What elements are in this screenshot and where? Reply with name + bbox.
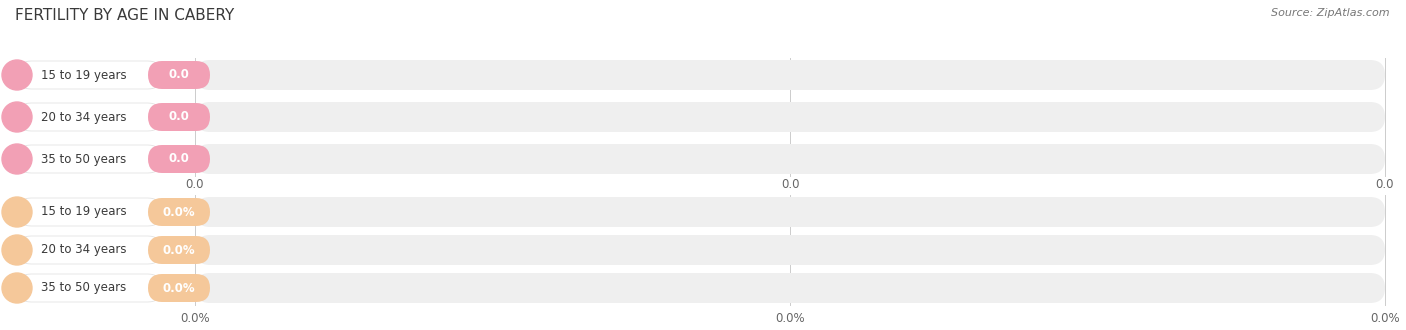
FancyBboxPatch shape (148, 61, 209, 89)
FancyBboxPatch shape (17, 198, 162, 226)
Text: 0.0%: 0.0% (163, 206, 195, 218)
Text: FERTILITY BY AGE IN CABERY: FERTILITY BY AGE IN CABERY (15, 8, 235, 23)
Text: 0.0: 0.0 (780, 178, 799, 191)
Text: 0.0: 0.0 (169, 69, 190, 82)
Text: 35 to 50 years: 35 to 50 years (41, 281, 127, 294)
FancyBboxPatch shape (148, 103, 209, 131)
FancyBboxPatch shape (148, 145, 209, 173)
Text: 0.0%: 0.0% (163, 281, 195, 294)
Circle shape (1, 60, 32, 90)
Text: 0.0%: 0.0% (775, 312, 804, 325)
Circle shape (1, 197, 32, 227)
Text: 0.0: 0.0 (169, 152, 190, 166)
FancyBboxPatch shape (148, 236, 209, 264)
Text: 0.0: 0.0 (186, 178, 204, 191)
Text: 0.0: 0.0 (1375, 178, 1395, 191)
FancyBboxPatch shape (17, 145, 162, 173)
Circle shape (1, 235, 32, 265)
Circle shape (1, 144, 32, 174)
FancyBboxPatch shape (148, 274, 209, 302)
Text: 0.0%: 0.0% (1371, 312, 1400, 325)
FancyBboxPatch shape (195, 144, 1385, 174)
Text: 20 to 34 years: 20 to 34 years (41, 244, 127, 256)
FancyBboxPatch shape (17, 103, 162, 131)
FancyBboxPatch shape (195, 235, 1385, 265)
FancyBboxPatch shape (195, 197, 1385, 227)
Circle shape (1, 273, 32, 303)
FancyBboxPatch shape (17, 61, 162, 89)
FancyBboxPatch shape (195, 102, 1385, 132)
FancyBboxPatch shape (195, 273, 1385, 303)
Circle shape (1, 102, 32, 132)
Text: 15 to 19 years: 15 to 19 years (41, 69, 127, 82)
Text: 20 to 34 years: 20 to 34 years (41, 111, 127, 123)
FancyBboxPatch shape (17, 274, 162, 302)
Text: 35 to 50 years: 35 to 50 years (41, 152, 127, 166)
Text: 15 to 19 years: 15 to 19 years (41, 206, 127, 218)
FancyBboxPatch shape (148, 198, 209, 226)
FancyBboxPatch shape (195, 60, 1385, 90)
Text: Source: ZipAtlas.com: Source: ZipAtlas.com (1271, 8, 1391, 18)
Text: 0.0%: 0.0% (180, 312, 209, 325)
Text: 0.0%: 0.0% (163, 244, 195, 256)
Text: 0.0: 0.0 (169, 111, 190, 123)
FancyBboxPatch shape (17, 236, 162, 264)
